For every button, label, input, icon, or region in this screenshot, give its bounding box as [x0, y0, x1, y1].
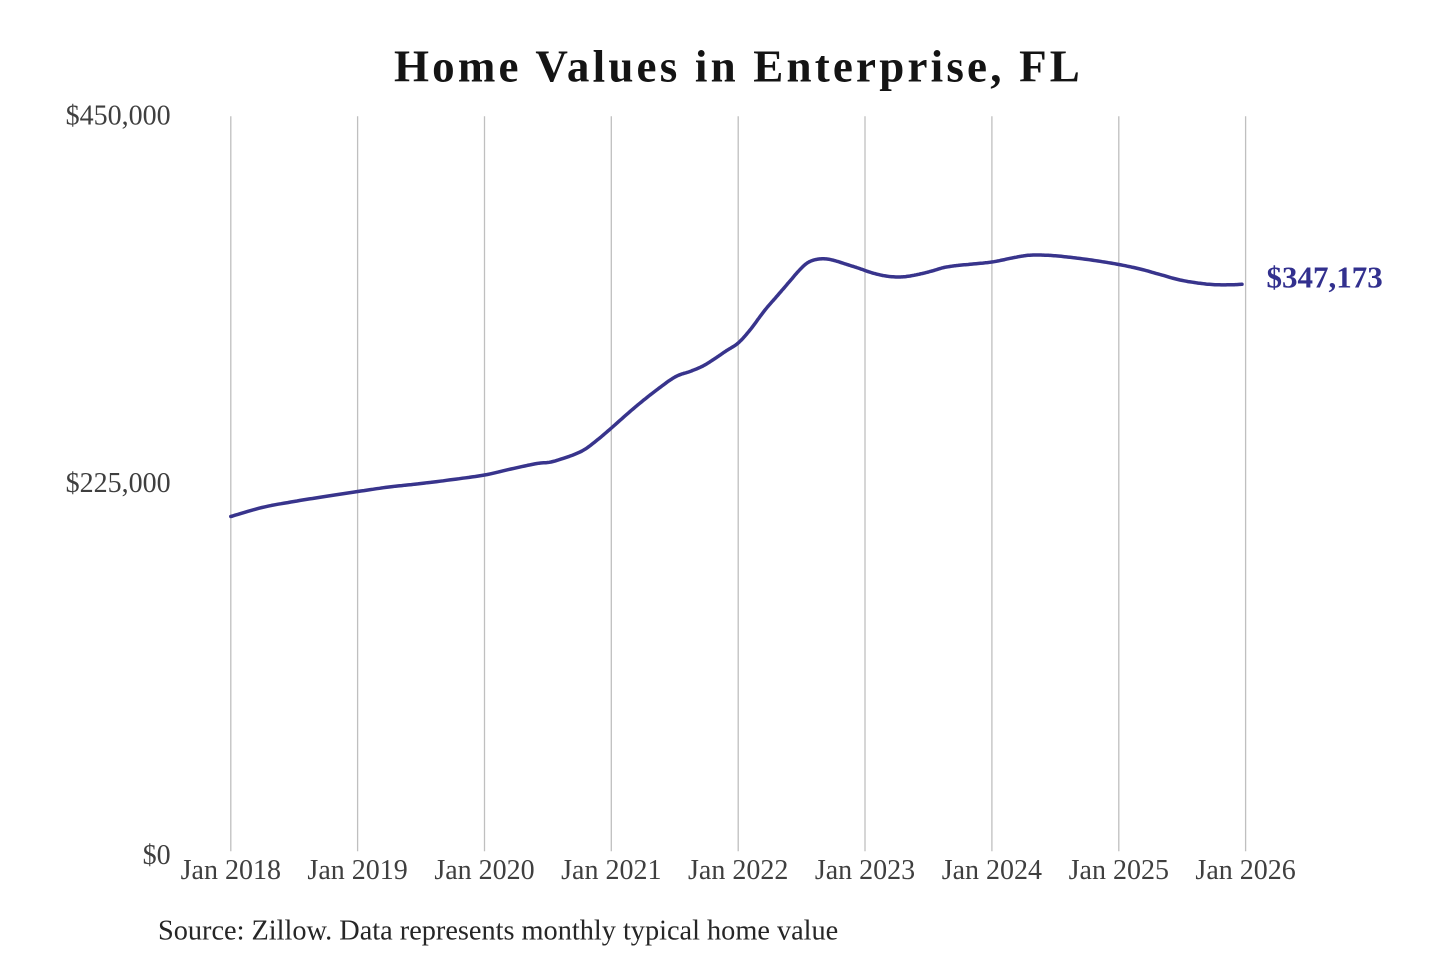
svg-text:Jan 2026: Jan 2026 [1195, 855, 1295, 886]
svg-text:$0: $0 [143, 840, 171, 871]
svg-text:$347,173: $347,173 [1267, 260, 1383, 295]
svg-text:Jan 2021: Jan 2021 [561, 855, 661, 886]
svg-text:Jan 2023: Jan 2023 [815, 855, 915, 886]
svg-text:Jan 2020: Jan 2020 [434, 855, 534, 886]
svg-text:Jan 2018: Jan 2018 [181, 855, 281, 886]
svg-text:Jan 2022: Jan 2022 [688, 855, 788, 886]
svg-text:Jan 2024: Jan 2024 [942, 855, 1042, 886]
svg-text:Home Values in Enterprise, FL: Home Values in Enterprise, FL [394, 42, 1083, 92]
svg-text:$450,000: $450,000 [66, 101, 171, 132]
svg-text:Source: Zillow. Data represent: Source: Zillow. Data represents monthly … [158, 916, 838, 947]
svg-text:$225,000: $225,000 [66, 468, 171, 499]
svg-text:Jan 2019: Jan 2019 [307, 855, 407, 886]
svg-text:Jan 2025: Jan 2025 [1069, 855, 1169, 886]
